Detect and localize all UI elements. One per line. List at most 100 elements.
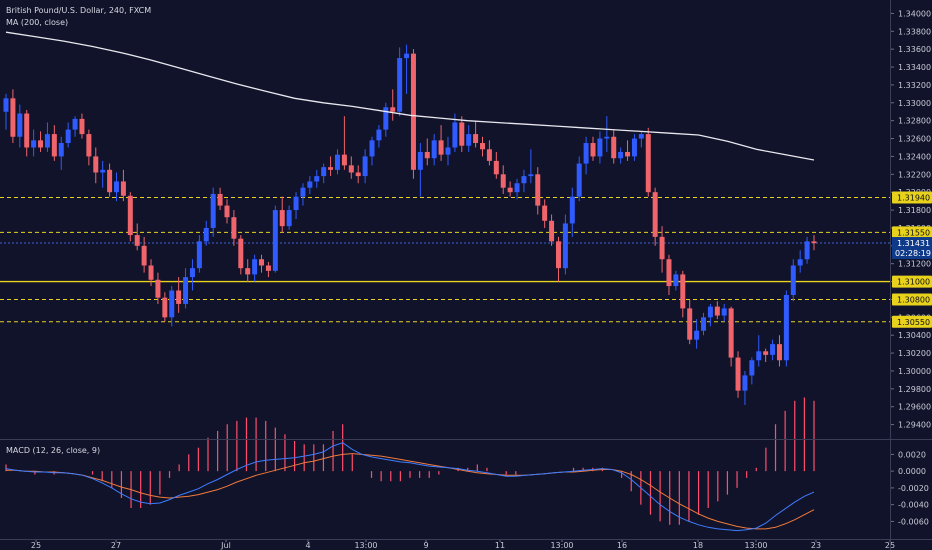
- candle[interactable]: [811, 235, 817, 251]
- candle[interactable]: [265, 261, 271, 278]
- candle[interactable]: [486, 140, 492, 166]
- macd-pane[interactable]: [0, 397, 890, 539]
- candle[interactable]: [31, 129, 37, 157]
- candle[interactable]: [176, 277, 182, 313]
- candle[interactable]: [445, 136, 451, 166]
- candle[interactable]: [804, 236, 810, 264]
- candle[interactable]: [24, 109, 30, 157]
- candle[interactable]: [245, 259, 251, 282]
- candle[interactable]: [652, 187, 658, 246]
- candle[interactable]: [362, 149, 368, 184]
- candle[interactable]: [797, 250, 803, 273]
- macd-line[interactable]: [5, 442, 815, 532]
- candle[interactable]: [611, 129, 617, 164]
- candle[interactable]: [528, 149, 534, 184]
- candle[interactable]: [51, 125, 57, 161]
- candle[interactable]: [120, 169, 126, 202]
- candle[interactable]: [535, 167, 541, 215]
- macd-signal-line[interactable]: [6, 453, 815, 530]
- candle[interactable]: [742, 370, 748, 405]
- candle[interactable]: [790, 259, 796, 302]
- candle[interactable]: [507, 181, 513, 197]
- candle[interactable]: [410, 49, 416, 179]
- candle[interactable]: [162, 292, 168, 322]
- ma-200-line[interactable]: [5, 31, 815, 161]
- candle[interactable]: [459, 116, 465, 152]
- candle[interactable]: [341, 116, 347, 170]
- candle[interactable]: [203, 220, 209, 246]
- candle[interactable]: [618, 147, 624, 164]
- candle[interactable]: [100, 160, 106, 188]
- candle[interactable]: [58, 136, 64, 170]
- candle[interactable]: [279, 196, 285, 233]
- candle[interactable]: [3, 93, 9, 130]
- candle[interactable]: [701, 312, 707, 336]
- candle[interactable]: [127, 192, 133, 242]
- candle[interactable]: [493, 151, 499, 179]
- price-pane[interactable]: [0, 0, 890, 439]
- candle[interactable]: [376, 125, 382, 148]
- candle[interactable]: [783, 290, 789, 367]
- candle[interactable]: [44, 122, 50, 152]
- candle[interactable]: [93, 147, 99, 184]
- candle[interactable]: [334, 149, 340, 175]
- candle[interactable]: [189, 259, 195, 291]
- candle[interactable]: [321, 163, 327, 184]
- candle[interactable]: [38, 131, 44, 152]
- candle[interactable]: [17, 104, 23, 148]
- candle[interactable]: [141, 236, 147, 273]
- candle[interactable]: [293, 192, 299, 219]
- candle[interactable]: [756, 335, 762, 367]
- candle[interactable]: [86, 129, 92, 166]
- candle[interactable]: [424, 138, 430, 166]
- candle[interactable]: [666, 254, 672, 295]
- candle[interactable]: [473, 120, 479, 148]
- candle[interactable]: [542, 199, 548, 228]
- candle[interactable]: [597, 131, 603, 164]
- price-axis[interactable]: 1.34000 1.33800 1.33600 1.33400 1.33200 1.330…: [890, 9, 932, 526]
- candle[interactable]: [625, 140, 631, 161]
- candle[interactable]: [680, 270, 686, 318]
- candle[interactable]: [604, 116, 610, 152]
- candle[interactable]: [314, 169, 320, 188]
- candle[interactable]: [390, 89, 396, 121]
- candle[interactable]: [569, 187, 575, 237]
- candle[interactable]: [694, 319, 700, 349]
- candle[interactable]: [576, 156, 582, 202]
- candle[interactable]: [383, 102, 389, 137]
- candle[interactable]: [196, 235, 202, 273]
- candle[interactable]: [707, 303, 713, 327]
- candle[interactable]: [348, 156, 354, 179]
- candle[interactable]: [10, 89, 16, 144]
- candle[interactable]: [397, 47, 403, 117]
- candle[interactable]: [113, 172, 119, 202]
- candle[interactable]: [231, 210, 237, 246]
- candle[interactable]: [183, 268, 189, 309]
- candle[interactable]: [687, 299, 693, 345]
- candle[interactable]: [638, 131, 644, 148]
- candle[interactable]: [307, 176, 313, 194]
- candle[interactable]: [728, 306, 734, 367]
- candle[interactable]: [134, 223, 140, 251]
- candle[interactable]: [300, 183, 306, 206]
- candle[interactable]: [79, 113, 85, 139]
- candle[interactable]: [776, 335, 782, 367]
- candle[interactable]: [735, 351, 741, 398]
- candle[interactable]: [252, 254, 258, 282]
- candle[interactable]: [590, 136, 596, 161]
- candle[interactable]: [259, 254, 265, 273]
- candle[interactable]: [355, 165, 361, 184]
- candle[interactable]: [562, 214, 568, 275]
- candle[interactable]: [521, 169, 527, 193]
- candle[interactable]: [65, 122, 71, 148]
- candle[interactable]: [272, 205, 278, 273]
- candle[interactable]: [210, 187, 216, 237]
- candle[interactable]: [721, 303, 727, 322]
- candle[interactable]: [431, 134, 437, 166]
- candle[interactable]: [369, 136, 375, 166]
- candle[interactable]: [770, 339, 776, 361]
- candle[interactable]: [659, 226, 665, 273]
- candle[interactable]: [466, 125, 472, 152]
- candle[interactable]: [417, 143, 423, 197]
